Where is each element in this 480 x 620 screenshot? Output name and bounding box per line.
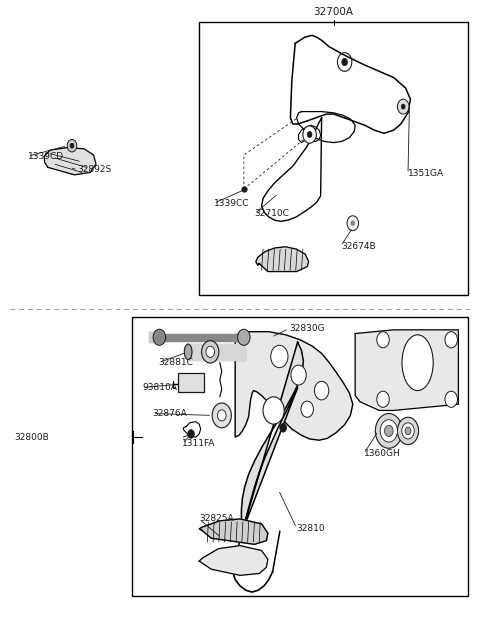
Text: 32710C: 32710C (254, 210, 289, 218)
Polygon shape (355, 330, 458, 410)
Bar (132, 317, 468, 596)
Circle shape (301, 401, 313, 417)
Circle shape (303, 126, 316, 143)
Circle shape (238, 329, 250, 345)
Polygon shape (241, 342, 303, 531)
Polygon shape (149, 332, 161, 342)
Text: 1339CC: 1339CC (214, 199, 249, 208)
Circle shape (280, 423, 287, 432)
Text: 32876A: 32876A (153, 409, 187, 418)
Circle shape (314, 381, 329, 400)
Text: 32810: 32810 (297, 524, 325, 533)
Ellipse shape (184, 344, 192, 360)
Circle shape (307, 131, 312, 138)
Polygon shape (158, 334, 245, 341)
Polygon shape (199, 546, 268, 575)
Polygon shape (44, 148, 96, 175)
Circle shape (405, 427, 411, 435)
Text: 1311FA: 1311FA (182, 440, 216, 448)
Text: 1339CD: 1339CD (28, 152, 64, 161)
Circle shape (291, 365, 306, 385)
Polygon shape (187, 344, 245, 360)
Circle shape (380, 420, 397, 442)
Circle shape (377, 332, 389, 348)
Circle shape (153, 329, 166, 345)
Text: 93810A: 93810A (142, 383, 177, 392)
Circle shape (384, 425, 393, 436)
Text: 32892S: 32892S (78, 166, 112, 174)
Text: 32830G: 32830G (289, 324, 324, 333)
Bar (199, 22, 468, 294)
Circle shape (375, 414, 402, 448)
Circle shape (271, 345, 288, 368)
Text: 32825A: 32825A (199, 515, 234, 523)
Circle shape (263, 397, 284, 424)
Text: 32700A: 32700A (313, 7, 354, 17)
Text: 32674B: 32674B (341, 242, 375, 250)
Circle shape (351, 221, 355, 226)
Circle shape (212, 403, 231, 428)
Circle shape (397, 99, 409, 114)
Circle shape (445, 332, 457, 348)
Circle shape (377, 391, 389, 407)
Ellipse shape (402, 335, 433, 391)
Text: 1351GA: 1351GA (408, 169, 444, 178)
Circle shape (217, 410, 226, 421)
Polygon shape (256, 247, 309, 272)
Polygon shape (235, 332, 353, 440)
Circle shape (188, 430, 194, 438)
Circle shape (206, 346, 215, 357)
Circle shape (402, 423, 414, 439)
Text: 32881C: 32881C (158, 358, 193, 367)
Circle shape (67, 140, 77, 152)
Circle shape (342, 58, 348, 66)
Circle shape (70, 143, 74, 148)
Circle shape (401, 104, 405, 109)
Circle shape (397, 417, 419, 445)
Bar (178, 373, 204, 392)
Polygon shape (199, 519, 268, 544)
Text: 32800B: 32800B (14, 433, 49, 441)
Text: 1360GH: 1360GH (364, 450, 401, 458)
Circle shape (347, 216, 359, 231)
Circle shape (202, 341, 219, 363)
Circle shape (445, 391, 457, 407)
